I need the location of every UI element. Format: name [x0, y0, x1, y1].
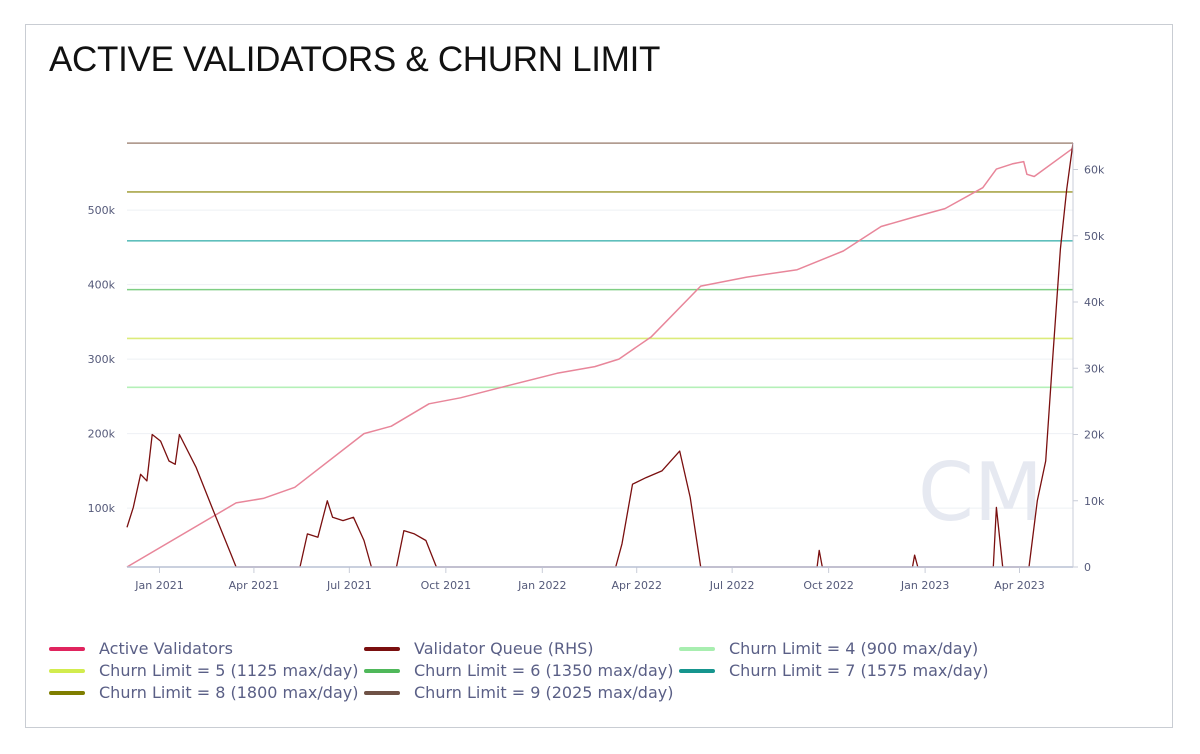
legend-swatch: [364, 646, 400, 651]
x-tick-label: Apr 2023: [994, 579, 1045, 592]
legend-swatch: [364, 668, 400, 673]
y-left-tick-label: 500k: [88, 204, 116, 217]
legend-label: Churn Limit = 5 (1125 max/day): [99, 661, 359, 680]
legend-item[interactable]: Churn Limit = 8 (1800 max/day): [49, 683, 358, 702]
legend-label: Churn Limit = 6 (1350 max/day): [414, 661, 674, 680]
y-left-tick-label: 100k: [88, 502, 116, 515]
churn-limit-lines: [127, 142, 1073, 389]
x-tick-label: Apr 2021: [229, 579, 280, 592]
chart-title: ACTIVE VALIDATORS & CHURN LIMIT: [49, 40, 661, 79]
series-lines: [126, 142, 1074, 568]
x-tick-label: Oct 2022: [803, 579, 854, 592]
series-line: [126, 147, 1074, 568]
y-right-tick-label: 20k: [1084, 429, 1105, 442]
legend-swatch: [679, 668, 715, 673]
legend-item[interactable]: Churn Limit = 7 (1575 max/day): [679, 661, 988, 680]
x-tick-label: Jan 2022: [517, 579, 566, 592]
y-right-tick-label: 60k: [1084, 164, 1105, 177]
legend-label: Churn Limit = 4 (900 max/day): [729, 639, 979, 658]
y-right-tick-label: 10k: [1084, 495, 1105, 508]
legend-item[interactable]: Validator Queue (RHS): [364, 639, 594, 658]
legend-item[interactable]: Churn Limit = 4 (900 max/day): [679, 639, 978, 658]
x-tick-label: Jan 2023: [900, 579, 949, 592]
series-line: [126, 142, 1074, 568]
grid-layer: [127, 209, 1073, 509]
legend-swatch: [679, 646, 715, 651]
legend-swatch: [364, 690, 400, 695]
x-tick-label: Jan 2021: [134, 579, 183, 592]
axes: 100k 200k 300k 400k 500k 0 10k 20k 30k 40k 50k 60k J…: [88, 143, 1105, 592]
x-tick-label: Apr 2022: [611, 579, 662, 592]
x-tick-label: Jul 2022: [709, 579, 755, 592]
y-right-tick-label: 30k: [1084, 362, 1105, 375]
legend-swatch: [49, 646, 85, 651]
legend-label: Active Validators: [99, 639, 233, 658]
legend-label: Churn Limit = 7 (1575 max/day): [729, 661, 989, 680]
x-tick-label: Oct 2021: [421, 579, 472, 592]
legend-label: Churn Limit = 8 (1800 max/day): [99, 683, 359, 702]
legend-item[interactable]: Churn Limit = 5 (1125 max/day): [49, 661, 358, 680]
y-right-tick-label: 40k: [1084, 296, 1105, 309]
y-right-tick-label: 0: [1084, 561, 1091, 574]
legend-item[interactable]: Churn Limit = 9 (2025 max/day): [364, 683, 673, 702]
legend-swatch: [49, 690, 85, 695]
y-right-tick-label: 50k: [1084, 230, 1105, 243]
chart-plot: CM 100k 200k 300k 400k 500k 0 10k 20k 30k 40k 50k 6…: [88, 142, 1105, 592]
y-left-tick-label: 200k: [88, 428, 116, 441]
legend-swatch: [49, 668, 85, 673]
watermark-logo: CM: [918, 446, 1043, 539]
legend-item[interactable]: Active Validators: [49, 639, 233, 658]
y-left-tick-label: 400k: [88, 279, 116, 292]
chart-frame: [25, 24, 1173, 728]
y-left-tick-label: 300k: [88, 353, 116, 366]
legend-item[interactable]: Churn Limit = 6 (1350 max/day): [364, 661, 673, 680]
legend-label: Validator Queue (RHS): [414, 639, 594, 658]
legend-label: Churn Limit = 9 (2025 max/day): [414, 683, 674, 702]
x-tick-label: Jul 2021: [326, 579, 372, 592]
